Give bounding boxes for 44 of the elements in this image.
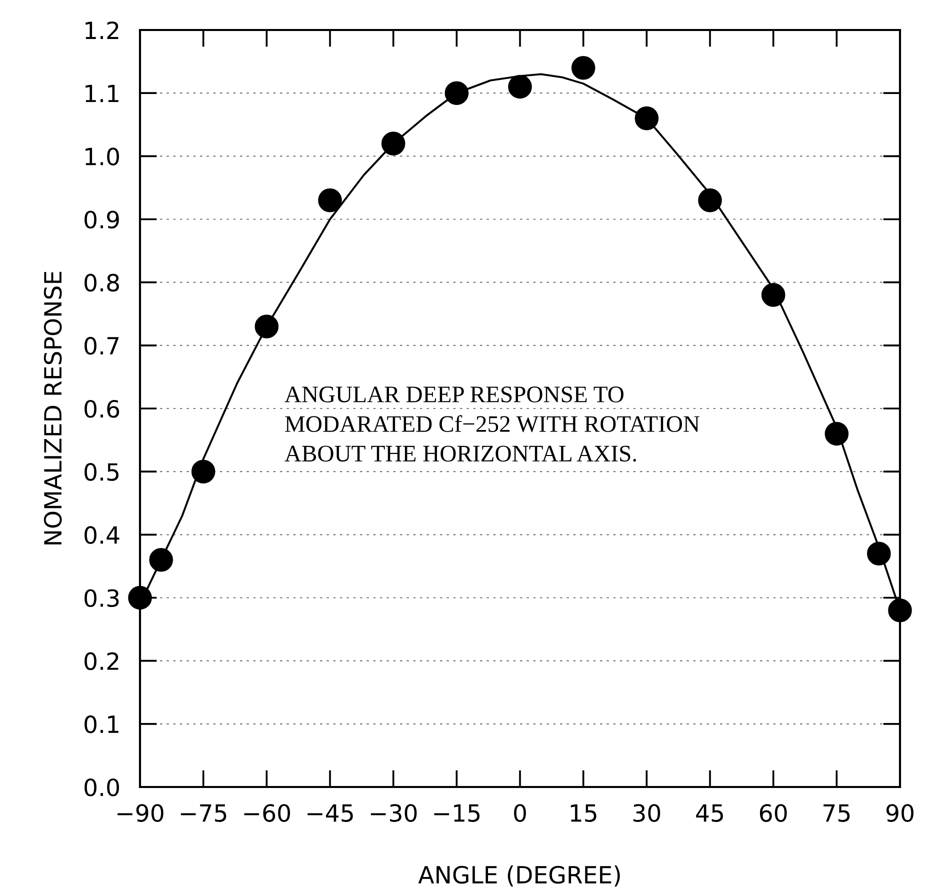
- point: [866, 542, 891, 566]
- point: [318, 188, 342, 212]
- y-tick-label: 0.5: [84, 463, 118, 481]
- y-tick-label: 1.0: [86, 148, 119, 166]
- y-tick-label: 0.1: [84, 715, 118, 734]
- point: [888, 598, 912, 622]
- x-tick-label: −30: [370, 804, 417, 822]
- point: [634, 106, 659, 130]
- y-axis-title: NOMALIZED RESPONSE: [44, 272, 62, 544]
- point: [824, 422, 849, 446]
- y-tick-label: 0.9: [84, 210, 119, 229]
- y-tick-label: 0.7: [84, 336, 119, 355]
- point: [254, 314, 279, 338]
- y-tick-label: 0.6: [84, 400, 120, 418]
- x-axis-title: ANGLE (DEGREE): [418, 865, 620, 886]
- x-tick-label: 30: [633, 804, 660, 822]
- point: [571, 56, 596, 80]
- x-tick-label: −75: [180, 804, 226, 822]
- point: [149, 548, 174, 572]
- y-tick-label: 1.2: [86, 21, 118, 39]
- point: [508, 74, 532, 99]
- y-tick-label: 0.8: [84, 274, 119, 292]
- x-tick-label: 15: [570, 804, 596, 822]
- y-tick-label: 1.1: [86, 84, 118, 102]
- point: [761, 283, 786, 307]
- annotation: ANGULAR DEEP RESPONSE TO MODARATED Cf−252 WITH ROTATION ABOUT THE HORIZONTAL AXIS.: [284, 386, 700, 462]
- x-tick-label: 90: [886, 804, 914, 822]
- x-tick-label: −45: [308, 804, 353, 822]
- y-tick-label: 0.0: [84, 778, 119, 796]
- x-tick-label: 75: [824, 804, 850, 822]
- x-tick-label: 45: [696, 804, 723, 822]
- x-tick-label: −60: [244, 804, 290, 822]
- y-tick-label: 0.3: [84, 589, 119, 608]
- x-tick-label: 0: [514, 804, 526, 822]
- x-tick-label: −90: [118, 804, 164, 822]
- x-tick-label: −15: [434, 804, 480, 822]
- point: [444, 81, 469, 105]
- point: [128, 586, 152, 610]
- x-tick-label: 60: [760, 804, 787, 822]
- y-tick-label: 0.2: [84, 652, 118, 670]
- y-tick-label: 0.4: [84, 526, 120, 544]
- point: [191, 460, 216, 484]
- point: [381, 132, 406, 156]
- point: [698, 188, 722, 212]
